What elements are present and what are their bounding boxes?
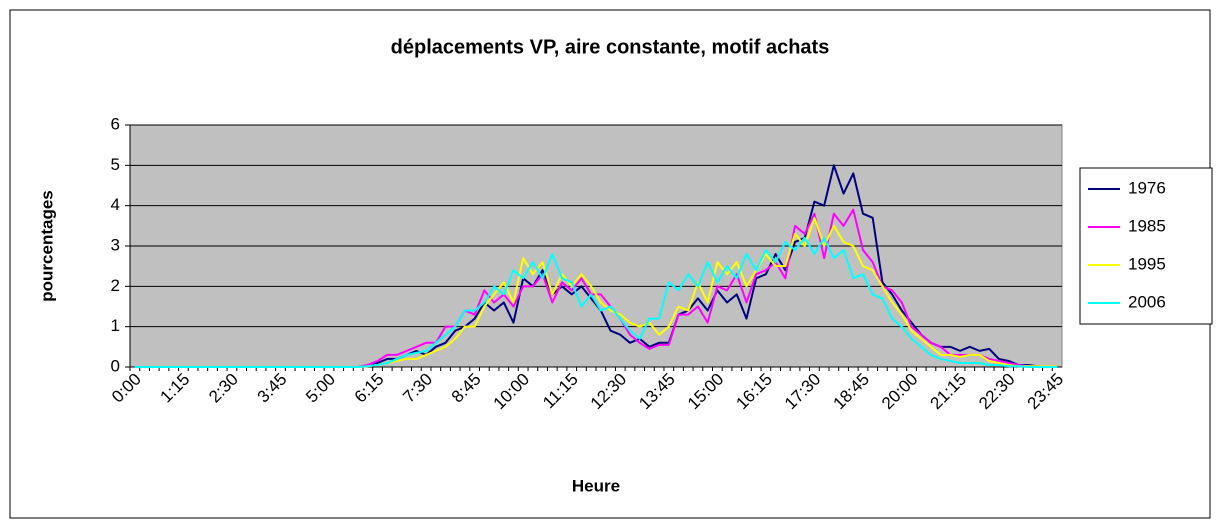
x-axis-label: Heure [572,476,620,495]
chart-title: déplacements VP, aire constante, motif a… [391,36,830,58]
y-tick-label: 2 [111,276,120,295]
y-tick-label: 6 [111,114,120,133]
y-tick-label: 3 [111,235,120,254]
legend-label: 1976 [1128,178,1166,197]
series-line [134,236,1058,368]
legend-label: 1995 [1128,254,1166,273]
y-tick-label: 1 [111,316,120,335]
y-axis-label: pourcentages [37,190,56,301]
legend-box [1079,167,1213,325]
legend-label: 2006 [1128,292,1166,311]
y-tick-label: 0 [111,356,120,375]
legend-label: 1985 [1128,216,1166,235]
y-tick-label: 4 [111,195,120,214]
y-tick-label: 5 [111,155,120,174]
